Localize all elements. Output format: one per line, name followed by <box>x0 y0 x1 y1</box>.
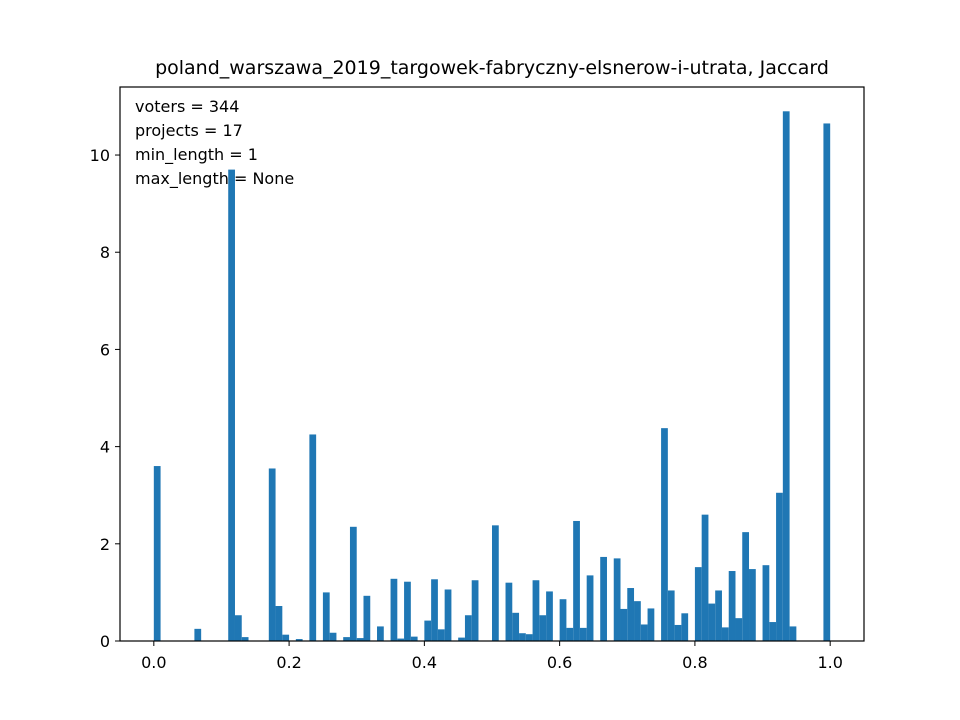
histogram-bar-62 <box>769 622 777 641</box>
histogram-bar-0 <box>153 466 161 641</box>
histogram-bar-61 <box>762 565 770 641</box>
y-tick-label-3: 6 <box>100 340 110 359</box>
histogram-bar-26 <box>464 615 472 641</box>
x-tick-label-2: 0.4 <box>412 653 437 672</box>
histogram-bar-41 <box>600 556 607 641</box>
x-tick-label-0: 0.0 <box>141 653 166 672</box>
histogram-bar-32 <box>525 634 533 641</box>
histogram-bar-58 <box>735 618 743 641</box>
histogram-bar-59 <box>742 532 750 641</box>
x-tick-label-4: 0.8 <box>682 653 707 672</box>
histogram-bar-19 <box>404 581 411 641</box>
annotation-max-length: max_length = None <box>135 169 294 189</box>
histogram-bar-60 <box>749 569 756 641</box>
histogram-bar-52 <box>694 567 702 641</box>
histogram-bar-22 <box>431 579 438 641</box>
histogram-bar-23 <box>437 629 445 641</box>
x-tick-label-3: 0.6 <box>547 653 572 672</box>
chart-title: poland_warszawa_2019_targowek-fabryczny-… <box>155 57 829 79</box>
histogram-bar-12 <box>343 637 350 641</box>
plot-frame <box>119 86 865 642</box>
histogram-bar-15 <box>363 595 371 641</box>
histogram-bar-66 <box>823 123 831 641</box>
histogram-bar-17 <box>390 578 398 641</box>
y-axis: 0 2 4 6 8 10 <box>90 146 120 651</box>
histogram-bar-57 <box>728 571 736 641</box>
histogram-bar-21 <box>424 620 432 641</box>
histogram-bar-56 <box>721 627 729 641</box>
histogram-bar-7 <box>282 634 290 641</box>
histogram-bar-49 <box>667 590 675 641</box>
annotation-voters: voters = 344 <box>135 97 239 116</box>
histogram-bar-43 <box>620 608 628 641</box>
histogram-bar-10 <box>322 592 330 641</box>
histogram-bar-53 <box>701 514 709 641</box>
histogram-bar-45 <box>634 601 641 641</box>
histogram-bar-25 <box>458 637 465 641</box>
histogram-bar-29 <box>505 582 513 641</box>
histogram-bar-4 <box>241 637 249 641</box>
histogram-bar-48 <box>661 428 668 641</box>
histogram-bar-20 <box>410 636 418 641</box>
histogram-bar-42 <box>613 558 621 641</box>
histogram-bar-11 <box>329 632 337 641</box>
histogram-bar-14 <box>356 638 364 641</box>
histogram-bar-33 <box>532 580 540 641</box>
histogram-bar-6 <box>275 606 283 641</box>
annotation-min-length: min_length = 1 <box>135 145 258 165</box>
histogram-bar-24 <box>444 589 452 641</box>
histogram-bar-64 <box>782 111 790 642</box>
y-tick-label-5: 10 <box>90 146 110 165</box>
histogram-bar-44 <box>627 588 635 641</box>
y-tick-label-1: 2 <box>100 535 110 554</box>
x-tick-label-1: 0.2 <box>276 653 301 672</box>
histogram-bar-46 <box>640 624 648 641</box>
annotation-box: voters = 344 projects = 17 min_length = … <box>135 97 294 189</box>
histogram-bar-2 <box>228 169 235 642</box>
histogram-bar-27 <box>471 580 479 641</box>
histogram-bar-35 <box>546 591 553 641</box>
x-axis: 0.0 0.2 0.4 0.6 0.8 1.0 <box>141 641 843 672</box>
histogram-bar-13 <box>349 526 357 641</box>
histogram-bar-54 <box>708 603 716 641</box>
histogram-bar-28 <box>492 525 499 641</box>
histogram-bar-3 <box>234 615 242 641</box>
histogram-bar-31 <box>519 633 526 641</box>
histogram-bar-5 <box>268 468 276 641</box>
histogram-bar-65 <box>789 626 797 641</box>
histogram-bar-47 <box>647 608 655 641</box>
annotation-projects: projects = 17 <box>135 121 243 140</box>
histogram-bar-55 <box>715 590 722 641</box>
histogram-bar-36 <box>559 599 567 641</box>
histogram-bar-9 <box>309 434 317 641</box>
x-tick-label-5: 1.0 <box>817 653 842 672</box>
histogram-bar-18 <box>397 638 405 641</box>
histogram-bar-37 <box>566 627 574 641</box>
histogram-bar-1 <box>194 628 202 641</box>
y-tick-label-2: 4 <box>100 438 110 457</box>
histogram-bar-34 <box>539 615 547 641</box>
histogram-bar-50 <box>674 624 682 641</box>
histogram-bar-16 <box>377 626 384 641</box>
histogram-bar-30 <box>512 612 520 641</box>
histogram-bar-38 <box>573 520 580 641</box>
y-tick-label-4: 8 <box>100 243 110 262</box>
y-tick-label-0: 0 <box>100 632 110 651</box>
histogram-bar-8 <box>295 639 303 641</box>
histogram-bar-40 <box>586 575 594 641</box>
bars-group <box>153 111 831 642</box>
histogram-bar-51 <box>681 613 689 641</box>
histogram-bar-39 <box>579 627 587 641</box>
histogram-bar-63 <box>776 492 783 641</box>
